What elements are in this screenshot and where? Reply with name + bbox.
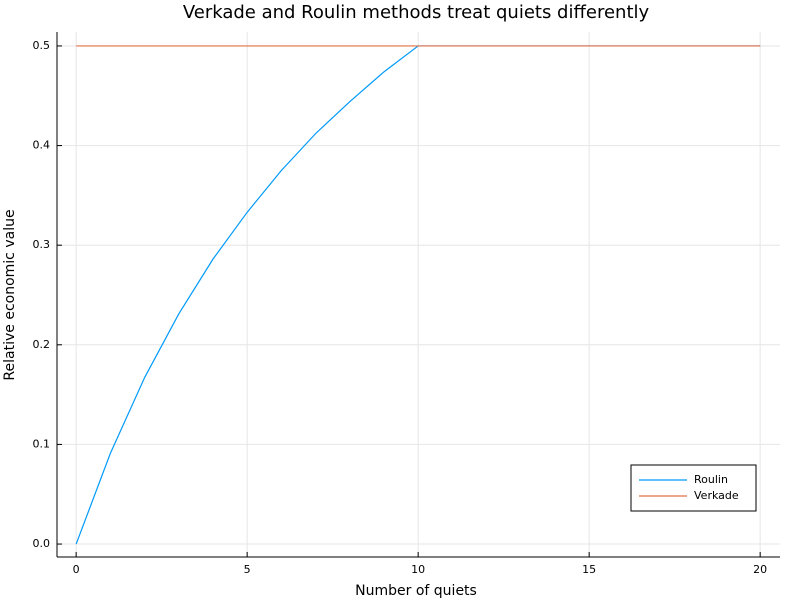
x-tick-label: 0 [73,563,80,576]
y-tick-label: 0.3 [33,238,51,251]
y-tick-label: 0.2 [33,338,51,351]
legend-box [630,464,757,512]
y-axis-label: Relative economic value [2,209,18,380]
x-tick-label: 15 [582,563,596,576]
x-tick-label: 5 [244,563,251,576]
legend-label: Verkade [694,489,739,502]
y-tick-label: 0.1 [33,437,51,450]
x-tick-label: 20 [753,563,767,576]
chart-title: Verkade and Roulin methods treat quiets … [183,2,650,23]
legend-label: Roulin [694,473,728,486]
y-tick-label: 0.5 [33,39,51,52]
x-tick-label: 10 [411,563,425,576]
x-axis-label: Number of quiets [355,583,477,599]
y-tick-label: 0.0 [33,537,51,550]
y-tick-label: 0.4 [33,139,51,152]
